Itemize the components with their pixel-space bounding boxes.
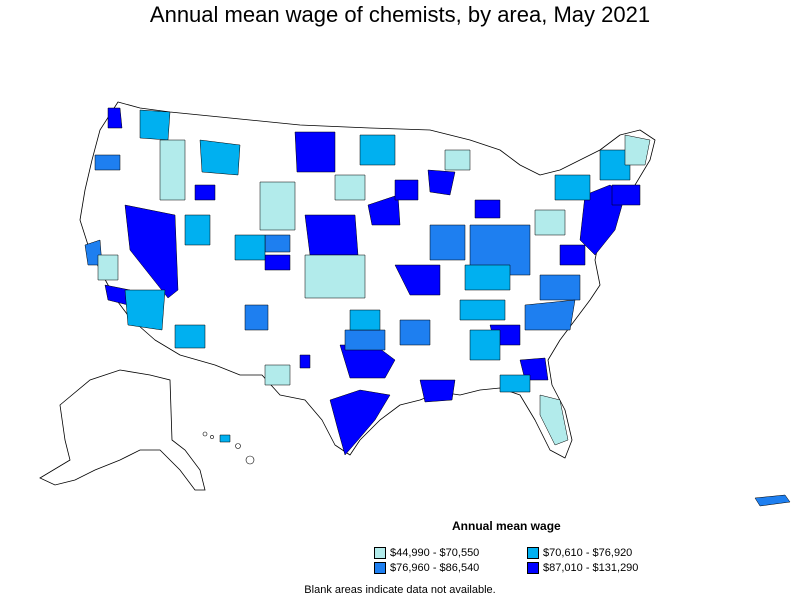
region-minnesota	[367, 194, 401, 226]
region-texas-central	[349, 309, 381, 331]
contiguous-us-outline	[79, 101, 656, 459]
region-seattle	[107, 107, 123, 129]
region-georgia	[519, 357, 549, 381]
region-oklahoma	[344, 329, 386, 351]
region-california-central	[97, 254, 119, 281]
region-carolinas	[524, 299, 576, 331]
region-new-york-west	[554, 174, 591, 201]
region-south-dakota	[359, 134, 396, 166]
region-montana-west	[199, 139, 241, 176]
region-kentucky	[459, 299, 506, 321]
region-oregon-north	[94, 154, 121, 171]
region-texas-gulf	[329, 389, 391, 456]
region-wyoming-south	[264, 254, 291, 271]
alaska-outline	[39, 369, 206, 491]
legend-title: Annual mean wage	[452, 519, 561, 533]
legend-item-lowest: $44,990 - $70,550	[374, 547, 479, 559]
legend-swatch-highest	[527, 562, 539, 574]
legend-swatch-lowest	[374, 547, 386, 559]
region-pennsylvania-central	[534, 209, 566, 236]
region-massachusetts	[611, 184, 641, 206]
region-north-dakota	[294, 131, 336, 173]
legend-label-second: $70,610 - $76,920	[543, 547, 633, 559]
region-maine	[624, 134, 651, 166]
region-indiana	[464, 264, 511, 291]
region-arkansas	[399, 319, 431, 346]
region-michigan-north	[444, 149, 471, 171]
region-nebraska-north	[334, 174, 366, 201]
region-utah	[184, 214, 211, 246]
legend-swatch-second	[527, 547, 539, 559]
region-arizona-phoenix	[174, 324, 206, 349]
region-idaho	[194, 184, 216, 201]
region-michigan	[474, 199, 501, 219]
region-iowa	[394, 179, 419, 201]
region-socal	[124, 289, 166, 331]
region-wyoming	[259, 181, 296, 231]
region-oklahoma-west	[304, 254, 366, 299]
region-illinois	[429, 224, 466, 261]
region-kansas-west	[234, 234, 266, 261]
legend-item-highest: $87,010 - $131,290	[527, 562, 638, 574]
footnote: Blank areas indicate data not available.	[304, 584, 496, 596]
map-title: Annual mean wage of chemists, by area, M…	[149, 2, 651, 27]
region-florida	[539, 394, 569, 446]
region-new-mexico	[299, 354, 311, 369]
region-virginia	[539, 274, 581, 301]
region-idaho-north	[159, 139, 186, 201]
region-louisiana	[419, 379, 456, 403]
region-arizona-south	[244, 304, 269, 331]
legend-swatch-third	[374, 562, 386, 574]
legend-label-lowest: $44,990 - $70,550	[390, 547, 480, 559]
region-nevada	[124, 204, 179, 299]
region-wisconsin	[427, 169, 456, 196]
region-puerto-rico	[754, 494, 791, 507]
region-florida-panhandle	[499, 374, 531, 393]
region-maryland	[559, 244, 586, 266]
region-colorado-west	[264, 234, 291, 253]
legend-label-highest: $87,010 - $131,290	[543, 562, 639, 574]
legend-label-third: $76,960 - $86,540	[390, 562, 480, 574]
region-washington-east	[139, 109, 171, 141]
region-new-england	[599, 149, 631, 181]
legend-item-third: $76,960 - $86,540	[374, 562, 479, 574]
region-ohio-valley	[469, 224, 531, 276]
region-missouri	[394, 264, 441, 296]
hawaii-islands	[202, 431, 255, 465]
region-hawaii	[219, 434, 231, 443]
region-texas-west	[264, 364, 291, 386]
legend-item-second: $70,610 - $76,920	[527, 547, 632, 559]
region-alabama	[469, 329, 501, 361]
region-colorado-east	[304, 214, 359, 256]
